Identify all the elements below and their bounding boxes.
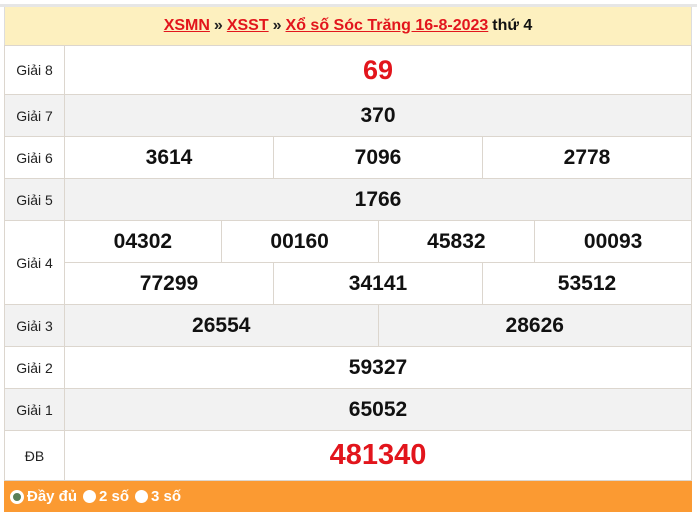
row-db: ĐB 481340	[4, 430, 692, 481]
prize-value: 00160	[220, 221, 378, 262]
prize-label: Giải 4	[4, 220, 65, 305]
row-g1: Giải 1 65052	[4, 388, 692, 431]
prize-value: 34141	[273, 263, 482, 304]
prize-value: 3614	[145, 145, 193, 169]
option-label: 2 số	[99, 488, 130, 505]
results-table: Giải 8 69 Giải 7 370 Giải 6 3614 7096 2778 Gi…	[4, 45, 692, 481]
prize-label: Giải 1	[4, 388, 65, 431]
row-g4: Giải 4 04302 00160 45832 00093 77299 34141 53…	[4, 220, 692, 305]
row-g8: Giải 8 69	[4, 45, 692, 95]
prize-value: 00093	[534, 221, 691, 262]
prize-value: 69	[64, 45, 692, 95]
prize-label: Giải 8	[4, 45, 65, 95]
radio-icon[interactable]	[135, 490, 149, 503]
breadcrumb-separator: »	[213, 17, 223, 34]
option-2-digits[interactable]: 2 số	[83, 488, 129, 505]
prize-value: 45832	[377, 221, 535, 262]
link-xsmn[interactable]: XSMN	[163, 17, 210, 34]
prize-label: Giải 6	[4, 136, 65, 179]
prize-value: 1766	[64, 178, 692, 221]
row-g3: Giải 3 26554 28626	[4, 304, 692, 347]
prize-value: 2778	[482, 137, 691, 178]
row-g2: Giải 2 59327	[4, 346, 692, 389]
option-full[interactable]: Đầy đủ	[10, 488, 77, 505]
special-prize-value: 481340	[64, 430, 692, 481]
link-xsst[interactable]: XSST	[226, 17, 269, 34]
row-g7: Giải 7 370	[4, 94, 692, 137]
breadcrumb-separator: »	[272, 17, 282, 34]
weekday: thứ 4	[492, 17, 533, 34]
top-strip	[0, 0, 697, 7]
radio-icon[interactable]	[83, 490, 97, 503]
prize-label: Giải 5	[4, 178, 65, 221]
results-panel: XSMN» XSST» Xổ số Sóc Trăng 16-8-2023 thứ 4…	[4, 7, 692, 512]
option-label: Đầy đủ	[27, 488, 78, 505]
row-g6: Giải 6 3614 7096 2778	[4, 136, 692, 179]
prize-value: 28626	[377, 305, 692, 346]
prize-value: 59327	[64, 346, 692, 389]
prize-value: 370	[64, 94, 692, 137]
prize-label: ĐB	[4, 430, 65, 481]
radio-selected-icon[interactable]	[10, 489, 24, 504]
prize-value: 53512	[482, 263, 691, 304]
prize-label: Giải 2	[4, 346, 65, 389]
prize-value: 7096	[273, 137, 482, 178]
link-title[interactable]: Xổ số Sóc Trăng 16-8-2023	[285, 17, 489, 34]
prize-value: 65052	[64, 388, 692, 431]
option-3-digits[interactable]: 3 số	[135, 488, 181, 505]
prize-value: 77299	[139, 271, 199, 295]
prize-value: 26554	[192, 313, 251, 337]
prize-label: Giải 7	[4, 94, 65, 137]
option-label: 3 số	[151, 488, 182, 505]
prize-value: 04302	[113, 229, 173, 253]
prize-label: Giải 3	[4, 304, 65, 347]
row-g5: Giải 5 1766	[4, 178, 692, 221]
display-options: Đầy đủ 2 số 3 số	[4, 481, 692, 512]
breadcrumb: XSMN» XSST» Xổ số Sóc Trăng 16-8-2023 thứ 4	[4, 7, 692, 45]
